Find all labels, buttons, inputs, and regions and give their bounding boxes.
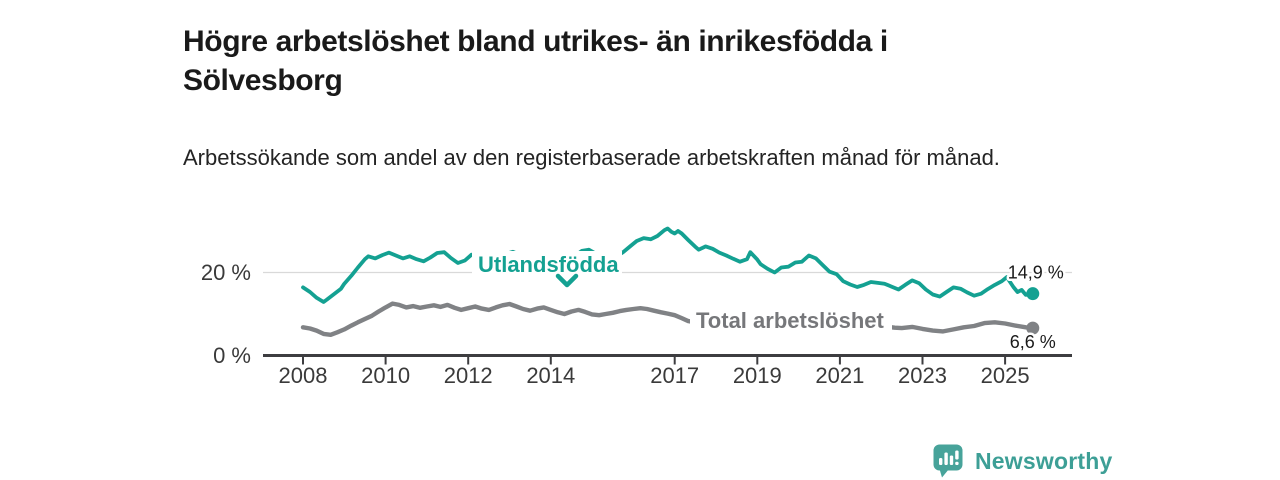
x-tick-label: 2010: [361, 363, 410, 388]
value-label-total: 6,6 %: [1010, 332, 1056, 352]
series-label-total: Total arbetslöshet: [696, 308, 885, 333]
series-label-utlandsfodda: Utlandsfödda: [478, 252, 619, 277]
x-tick-label: 2021: [815, 363, 864, 388]
end-dot-total: [1026, 321, 1040, 335]
value-label-utlandsfodda: 14,9 %: [1008, 263, 1064, 283]
newsworthy-wordmark: Newsworthy: [975, 447, 1113, 474]
x-tick-label: 2019: [733, 363, 782, 388]
x-tick-label: 2014: [526, 363, 575, 388]
y-tick-label: 20 %: [201, 260, 251, 285]
x-tick-label: 2008: [279, 363, 328, 388]
y-tick-label: 0 %: [213, 343, 251, 368]
x-tick-label: 2025: [981, 363, 1030, 388]
label-halo-utlandsfodda: [472, 251, 622, 277]
x-tick-label: 2012: [444, 363, 493, 388]
series-line-total: [300, 301, 1036, 337]
x-tick-label: 2017: [650, 363, 699, 388]
chevron-down-icon: [555, 273, 579, 288]
x-tick-label: 2023: [898, 363, 947, 388]
newsworthy-logo[interactable]: Newsworthy: [932, 443, 1112, 479]
chart-subtitle: Arbetssökande som andel av den registerb…: [183, 145, 1000, 170]
label-halo-total: [690, 308, 892, 333]
newsworthy-speech-bubble-bar-chart-icon: [933, 444, 963, 478]
end-dot-utlandsfodda: [1026, 287, 1040, 301]
page-title: Högre arbetslöshet bland utrikes- än inr…: [183, 25, 888, 98]
series-line-utlandsfodda: [301, 226, 1035, 304]
